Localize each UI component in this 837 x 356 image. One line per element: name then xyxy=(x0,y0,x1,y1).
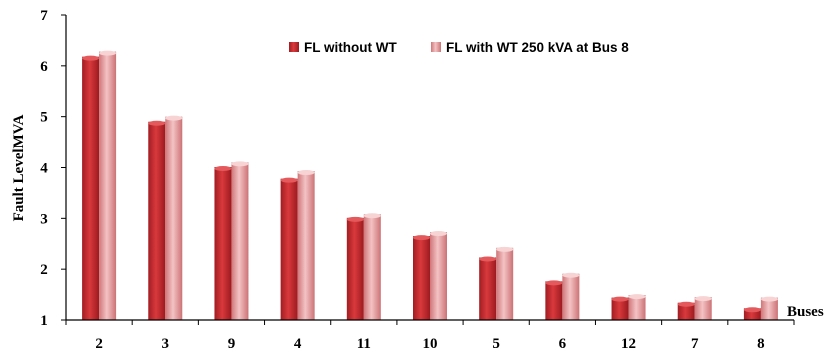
bar-body xyxy=(430,232,447,320)
bar-body xyxy=(297,171,315,320)
x-axis-title: Buses xyxy=(787,304,824,320)
x-tick-label: 10 xyxy=(423,336,438,352)
bar-body xyxy=(760,297,778,320)
bar-series-1-bus-10 xyxy=(413,235,430,320)
bar-cap xyxy=(99,50,117,56)
x-tick-label: 8 xyxy=(757,336,765,352)
y-tick-label: 7 xyxy=(40,8,48,24)
bar-cap xyxy=(214,165,232,171)
bar-body xyxy=(148,121,166,320)
bar-series-1-bus-4 xyxy=(280,177,298,320)
bar-series-2-bus-10 xyxy=(430,231,447,320)
bar-body xyxy=(413,236,430,320)
bar-body xyxy=(545,281,563,320)
x-tick-label: 3 xyxy=(162,336,170,352)
bar-series-2-bus-3 xyxy=(165,115,183,321)
bar-series-2-bus-11 xyxy=(363,213,381,320)
x-tick-label: 5 xyxy=(492,336,500,352)
bar-series-1-bus-5 xyxy=(479,256,497,320)
y-tick-label: 2 xyxy=(40,262,48,278)
bar-cap xyxy=(743,307,761,313)
bar-body xyxy=(628,295,646,320)
y-tick-label: 3 xyxy=(40,211,48,227)
bar-series-1-bus-3 xyxy=(148,120,166,320)
bar-body xyxy=(611,297,629,320)
bar-cap xyxy=(148,120,166,126)
bar-cap xyxy=(496,246,514,252)
legend-label-series-1: FL without WT xyxy=(304,40,397,55)
bar-cap xyxy=(760,296,778,302)
bar-cap xyxy=(545,280,563,286)
bar-cap xyxy=(479,256,497,262)
bar-cap xyxy=(297,170,315,176)
bar-body xyxy=(214,166,232,320)
bar-cap xyxy=(677,301,695,307)
bar-body xyxy=(496,247,514,320)
y-tick-label: 6 xyxy=(40,59,48,75)
bar-series-2-bus-9 xyxy=(231,161,249,320)
legend: FL without WT FL with WT 250 kVA at Bus … xyxy=(289,40,629,55)
y-tick-label: 5 xyxy=(40,110,48,126)
bar-cap xyxy=(165,115,183,121)
bar-series-2-bus-6 xyxy=(562,272,580,320)
bar-cap xyxy=(231,161,249,167)
bar-cap xyxy=(694,296,712,302)
bar-cap xyxy=(413,235,430,241)
bar-series-2-bus-7 xyxy=(694,296,712,320)
x-tick-label: 2 xyxy=(95,336,103,352)
bar-body xyxy=(82,56,100,320)
y-tick-label: 1 xyxy=(40,313,48,329)
bar-series-2-bus-5 xyxy=(496,246,514,320)
x-tick-label: 11 xyxy=(357,336,371,352)
bar-body xyxy=(479,257,497,320)
bar-series-1-bus-6 xyxy=(545,280,563,320)
bar-body xyxy=(562,273,580,320)
bar-series-1-bus-7 xyxy=(677,301,695,320)
bar-series-1-bus-11 xyxy=(346,216,364,320)
y-axis-title: Fault LevelMVA xyxy=(11,114,27,221)
x-tick-label: 6 xyxy=(559,336,567,352)
x-tick-label: 4 xyxy=(294,336,302,352)
bar-body xyxy=(231,162,249,320)
y-tick-label: 4 xyxy=(40,161,48,177)
bar-series-2-bus-12 xyxy=(628,294,646,320)
bar-body xyxy=(280,178,298,320)
bar-series-2-bus-2 xyxy=(99,50,117,320)
bar-series-2-bus-4 xyxy=(297,170,315,320)
legend-label-series-2: FL with WT 250 kVA at Bus 8 xyxy=(446,40,629,55)
bar-cap xyxy=(280,177,298,183)
bar-cap xyxy=(82,55,100,61)
bar-cap xyxy=(562,272,580,278)
bar-cap xyxy=(363,213,381,219)
x-ticks: 2 3 9 4 11 10 5 6 12 7 8 xyxy=(65,320,795,352)
bar-cap xyxy=(346,216,364,222)
bars-layer xyxy=(82,50,778,321)
bar-series-1-bus-9 xyxy=(214,165,232,320)
bar-body xyxy=(165,116,183,321)
bar-body xyxy=(99,51,117,320)
bar-body xyxy=(677,302,695,320)
x-tick-label: 12 xyxy=(621,336,636,352)
bar-cap xyxy=(611,296,629,302)
bar-series-1-bus-2 xyxy=(82,55,100,320)
bar-cap xyxy=(628,294,646,300)
bar-cap xyxy=(430,231,447,237)
x-tick-label: 7 xyxy=(691,336,699,352)
bar-body xyxy=(363,214,381,320)
bar-body xyxy=(346,217,364,320)
bar-body xyxy=(694,297,712,320)
bar-series-2-bus-8 xyxy=(760,296,778,320)
legend-swatch-series-2 xyxy=(431,42,441,52)
bar-series-1-bus-8 xyxy=(743,307,761,320)
y-ticks: 1 2 3 4 5 6 7 xyxy=(40,8,66,329)
bar-body xyxy=(743,308,761,320)
x-tick-label: 9 xyxy=(228,336,236,352)
legend-swatch-series-1 xyxy=(289,42,299,52)
bar-series-1-bus-12 xyxy=(611,296,629,320)
